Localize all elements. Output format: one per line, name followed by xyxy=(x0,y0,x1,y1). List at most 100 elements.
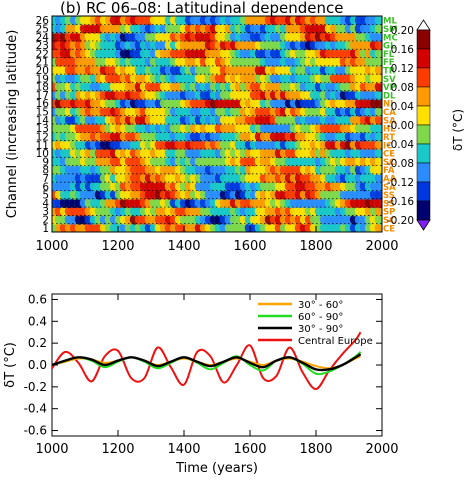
heatmap-cell xyxy=(374,172,382,184)
channel-label: SA xyxy=(383,116,396,126)
heatmap-x-tick-label: 1000 xyxy=(35,239,68,254)
channel-label: HL xyxy=(383,125,396,135)
line-x-tick-label: 1600 xyxy=(233,442,266,457)
channel-label: IC xyxy=(383,141,392,151)
heatmap-y-tick-label: 26 xyxy=(36,15,50,27)
heatmap-y-tick-label: 3 xyxy=(42,206,49,218)
channel-label: CE xyxy=(383,224,395,234)
colorbar-top-arrow xyxy=(416,19,431,31)
channel-label: ML xyxy=(383,17,397,27)
legend-label: 30° - 90° xyxy=(298,324,343,335)
colorbar-label: δT (°C) xyxy=(451,109,465,151)
heatmap-cell xyxy=(374,222,382,232)
colorbar-swatch xyxy=(416,105,431,126)
heatmap-panel: 1000 1200 1400 1600 1800 2000 123456789101112… xyxy=(5,0,399,254)
heatmap-x-tick-label: 2000 xyxy=(365,239,398,254)
legend-label: Central Europe xyxy=(298,336,373,347)
colorbar-tick-label: -0.16 xyxy=(387,196,414,208)
colorbar-bottom-arrow xyxy=(416,219,431,231)
heatmap-frame xyxy=(51,15,383,233)
heatmap-y-tick-label: 7 xyxy=(42,173,49,185)
heatmap-cells xyxy=(52,16,382,232)
channel-label: SM xyxy=(383,25,398,35)
heatmap-cell xyxy=(374,164,382,175)
heatmap-y-tick-label: 6 xyxy=(42,181,49,193)
heatmap-y-ticks: 1234567891011121314151617181920212223242… xyxy=(36,15,50,235)
heatmap-y-label: Channel (increasing latitude) xyxy=(5,30,20,219)
heatmap-y-tick-label: 11 xyxy=(36,140,49,152)
colorbar-tick-label: -0.12 xyxy=(387,177,414,189)
heatmap-cell xyxy=(374,39,382,51)
heatmap-x-tick-label: 1600 xyxy=(233,239,266,254)
series-line xyxy=(52,331,362,391)
colorbar-swatch xyxy=(416,48,431,69)
channel-label: VP xyxy=(383,83,396,93)
channel-label: SC xyxy=(383,216,395,226)
channel-label: NI xyxy=(383,100,393,110)
heatmap-y-tick-label: 13 xyxy=(36,123,49,135)
heatmap-y-tick-label: 1 xyxy=(42,223,49,235)
heatmap-gridlines xyxy=(52,23,382,225)
line-x-tick-label: 1200 xyxy=(101,442,134,457)
heatmap-cell xyxy=(374,89,382,101)
line-x-tick-label: 2000 xyxy=(365,442,398,457)
line-y-tick-label: 0.0 xyxy=(28,358,47,372)
heatmap-cell xyxy=(374,131,382,142)
heatmap-cell xyxy=(374,123,382,134)
heatmap-x-tick-label: 1400 xyxy=(167,239,200,254)
heatmap-y-tick-label: 21 xyxy=(36,57,49,69)
heatmap-cell xyxy=(374,23,382,34)
channel-label: TR xyxy=(383,67,396,77)
heatmap-y-tick-label: 23 xyxy=(36,40,49,52)
channel-label: MC xyxy=(383,33,398,43)
heatmap-cell xyxy=(374,81,382,92)
heatmap-y-tick-label: 14 xyxy=(36,115,50,127)
channel-label: SP xyxy=(383,208,395,218)
channel-label: SV xyxy=(383,75,396,85)
channel-label: CA xyxy=(383,108,396,118)
colorbar-swatch xyxy=(416,124,431,145)
heatmap-y-tick-label: 15 xyxy=(36,107,49,119)
heatmap-cell xyxy=(374,16,382,26)
heatmap-cell xyxy=(374,98,382,109)
channel-label: RT xyxy=(383,133,395,143)
heatmap-cell xyxy=(374,56,382,67)
line-x-tick-label: 1000 xyxy=(35,442,68,457)
heatmap-cell xyxy=(374,106,382,117)
colorbar-tick-label: -0.04 xyxy=(387,139,414,151)
colorbar-swatch xyxy=(416,29,431,50)
line-x-tick-label: 1400 xyxy=(167,442,200,457)
series-line xyxy=(52,353,362,372)
channel-label: AA xyxy=(383,175,397,185)
heatmap-cell xyxy=(374,197,382,209)
heatmap-cell xyxy=(374,214,382,225)
line-y-ticks: 0.6 0.4 0.2 0.0 -0.2 -0.4 -0.6 xyxy=(24,292,382,438)
colorbar-swatch xyxy=(416,181,431,202)
heatmap-y-tick-label: 20 xyxy=(36,65,49,77)
channel-label: CE xyxy=(383,150,395,160)
heatmap-x-ticks: 1000 1200 1400 1600 1800 2000 xyxy=(35,226,399,254)
heatmap-cell xyxy=(374,31,382,42)
heatmap-cell xyxy=(374,114,382,125)
series-line xyxy=(52,351,362,376)
line-x-label: Time (years) xyxy=(175,461,258,476)
channel-label: FF xyxy=(383,58,395,68)
heatmap-y-tick-label: 17 xyxy=(36,90,49,102)
heatmap-cell xyxy=(374,73,382,84)
channel-label: SA xyxy=(383,183,396,193)
colorbar-tick-label: -0.00 xyxy=(387,120,414,132)
colorbar-tick-label: -0.20 xyxy=(387,215,414,227)
colorbar-ticks: 0.20 0.16 0.12 0.08 0.04 -0.00 -0.04 -0.08 -0.12… xyxy=(387,25,414,227)
heatmap-y-tick-label: 24 xyxy=(36,32,50,44)
legend-label: 30° - 60° xyxy=(298,300,343,311)
heatmap-cell xyxy=(374,156,382,167)
legend-label: 60° - 90° xyxy=(298,312,343,323)
channel-label: DL xyxy=(383,91,396,101)
line-y-tick-label: -0.6 xyxy=(24,424,47,438)
heatmap-y-tick-label: 8 xyxy=(42,165,49,177)
line-legend: 30° - 60°60° - 90°30° - 90°Central Europ… xyxy=(258,300,373,347)
heatmap-cell xyxy=(374,48,382,59)
line-y-tick-label: -0.2 xyxy=(24,380,47,394)
colorbar-swatch xyxy=(416,143,431,164)
heatmap-y-tick-label: 5 xyxy=(42,190,49,202)
